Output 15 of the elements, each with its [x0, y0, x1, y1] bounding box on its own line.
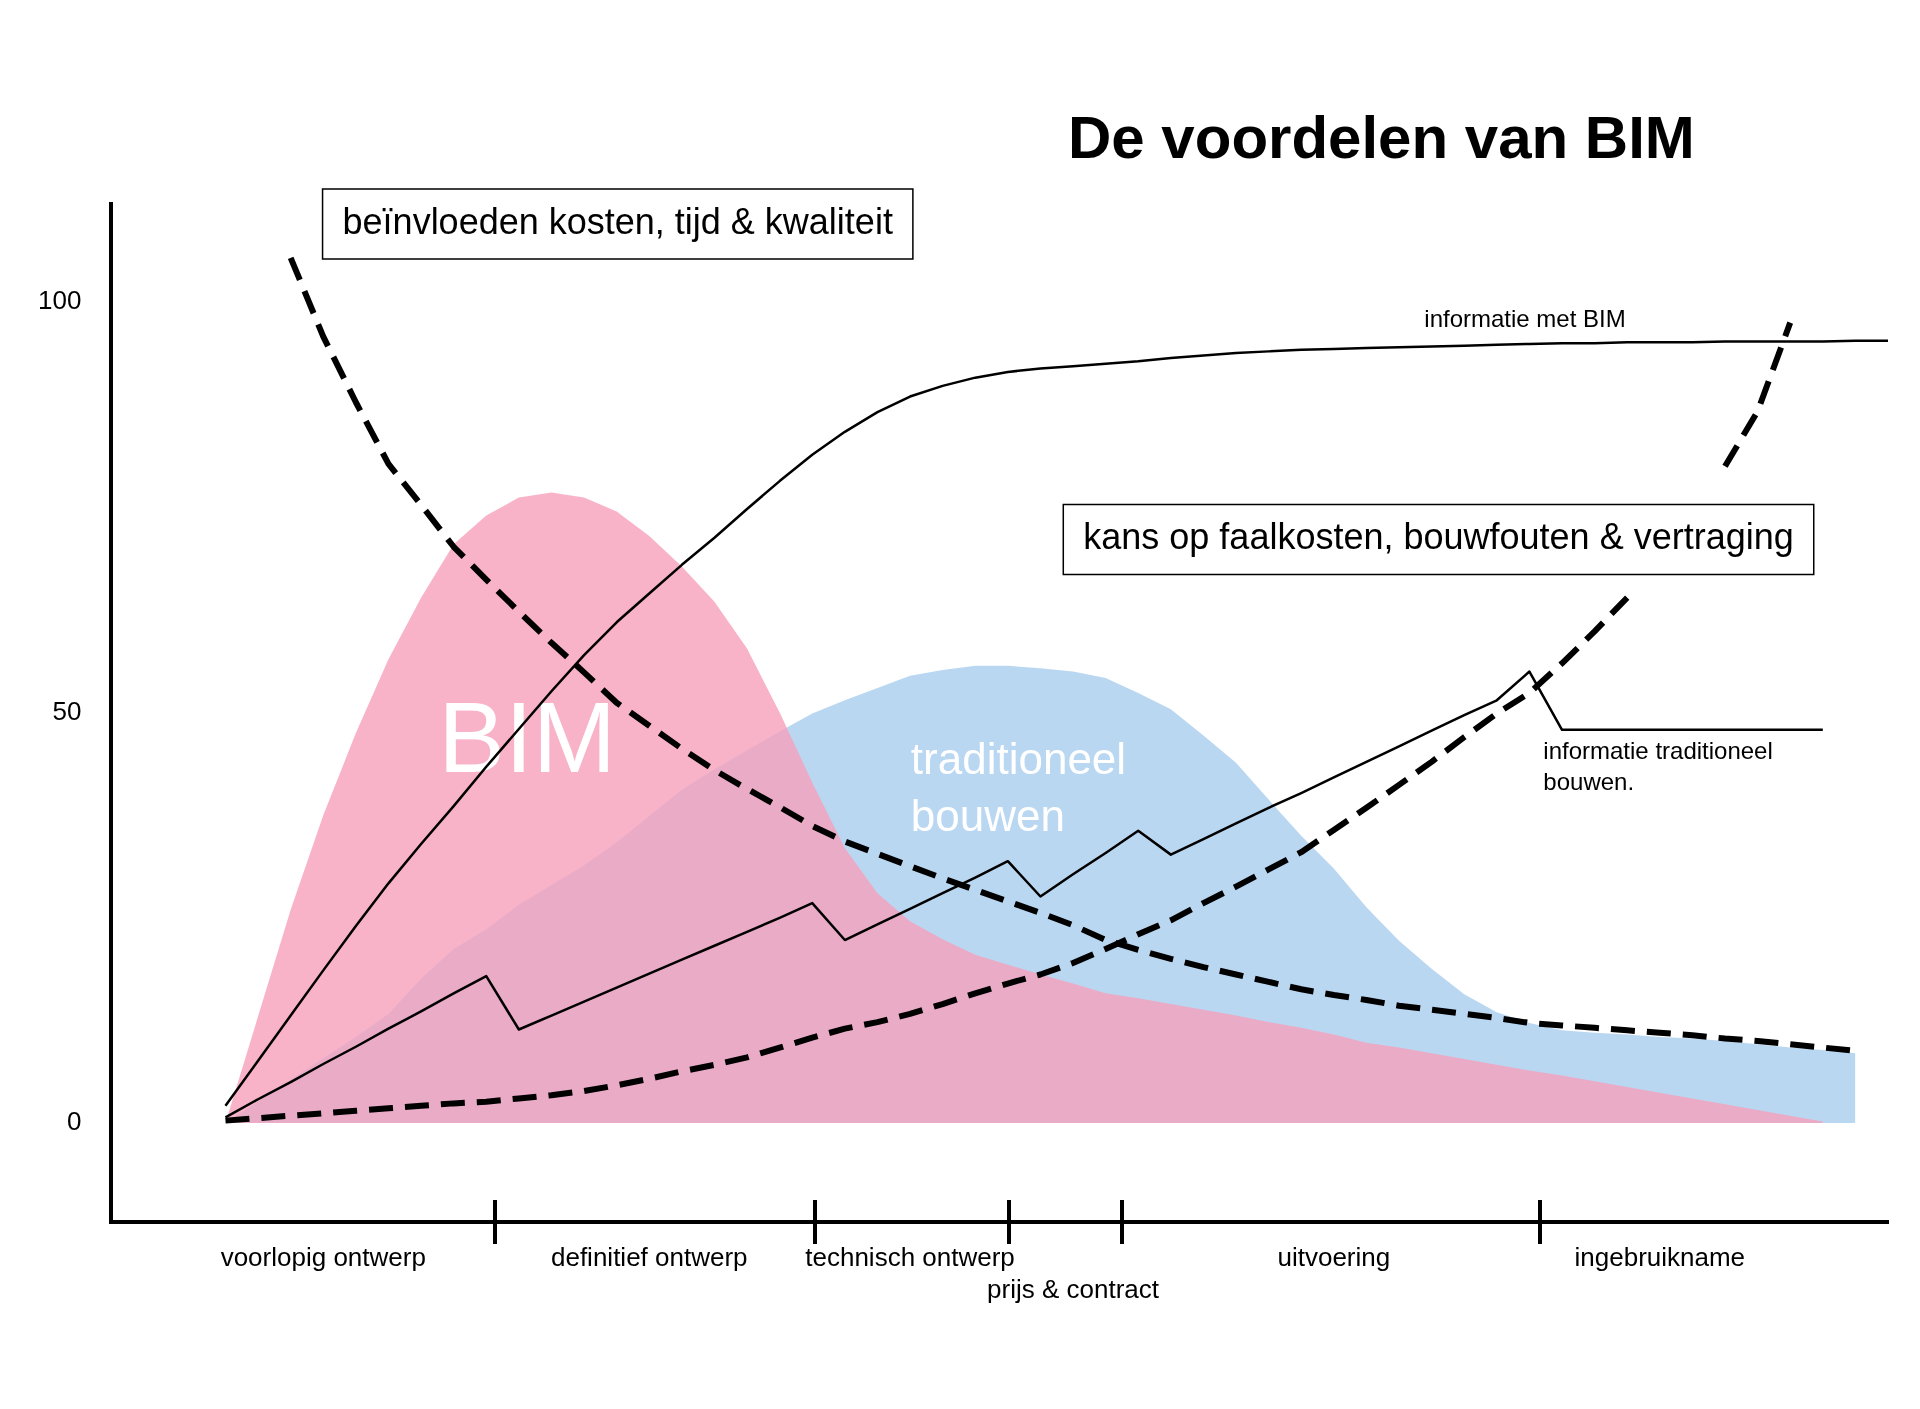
chart-title: De voordelen van BIM: [1068, 103, 1695, 172]
annotation: informatie met BIM: [1424, 305, 1626, 333]
annotation: beïnvloeden kosten, tijd & kwaliteit: [342, 200, 893, 242]
annotation: traditioneel bouwen: [910, 733, 1127, 840]
x-tick-label: prijs & contract: [987, 1273, 1160, 1304]
x-tick-label: voorlopig ontwerp: [220, 1242, 426, 1273]
x-tick-label: technisch ontwerp: [805, 1242, 1015, 1273]
y-tick-label: 100: [37, 285, 82, 316]
x-tick-label: ingebruikname: [1574, 1242, 1746, 1273]
annotation: kans op faalkosten, bouwfouten & vertraging: [1083, 516, 1794, 558]
y-tick-label: 0: [66, 1106, 82, 1137]
x-tick-label: definitief ontwerp: [550, 1242, 748, 1273]
annotation: informatie traditioneel bouwen.: [1543, 736, 1773, 796]
y-tick-label: 50: [52, 695, 82, 726]
x-tick-label: uitvoering: [1277, 1242, 1391, 1273]
